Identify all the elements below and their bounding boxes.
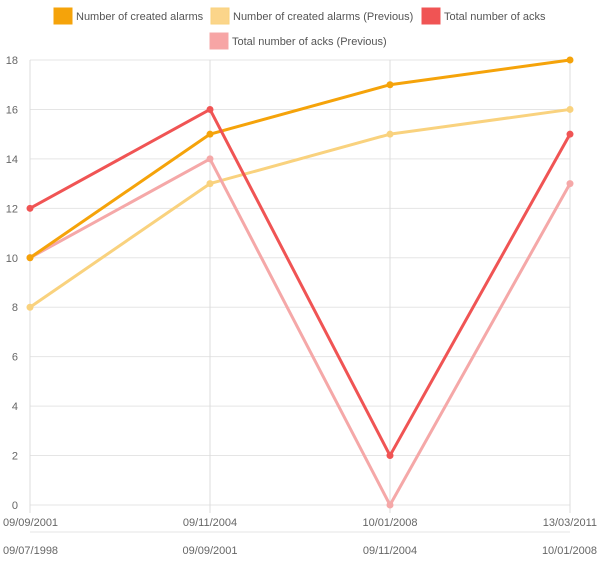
y-tick-label: 12 (6, 203, 18, 215)
legend-swatch[interactable] (209, 32, 229, 50)
x-tick-label-secondary: 09/09/2001 (182, 545, 237, 557)
series-line (29, 107, 571, 309)
legend-swatch[interactable] (210, 7, 230, 25)
data-point (26, 303, 34, 311)
y-tick-label: 18 (6, 55, 18, 67)
y-tick-label: 2 (12, 451, 18, 463)
data-point (386, 452, 394, 460)
data-point (26, 254, 34, 262)
legend-swatch[interactable] (53, 7, 73, 25)
series-line (29, 157, 572, 507)
y-tick-label: 16 (6, 104, 18, 116)
legend-label[interactable]: Number of created alarms (76, 11, 204, 23)
y-tick-label: 4 (12, 401, 18, 413)
data-point (26, 204, 34, 212)
legend-swatch[interactable] (421, 7, 441, 25)
y-tick-label: 14 (6, 154, 18, 166)
series-line (29, 58, 571, 260)
y-tick-label: 6 (12, 352, 18, 364)
data-point (386, 130, 394, 138)
data-point (566, 180, 574, 188)
x-tick-label: 10/01/2008 (362, 517, 417, 529)
y-tick-label: 0 (12, 500, 18, 512)
x-tick-label: 09/09/2001 (3, 517, 58, 529)
x-tick-label-secondary: 09/11/2004 (363, 545, 417, 557)
data-point (566, 56, 574, 64)
data-point (566, 130, 574, 138)
data-point (206, 105, 214, 113)
data-point (206, 130, 214, 138)
data-point (386, 501, 394, 509)
data-point (206, 180, 214, 188)
data-point (206, 155, 214, 163)
data-point (566, 105, 574, 113)
x-tick-label: 13/03/2011 (543, 517, 597, 529)
y-tick-label: 8 (12, 302, 18, 314)
y-tick-label: 10 (6, 253, 18, 265)
x-tick-label: 09/11/2004 (183, 517, 237, 529)
legend-label[interactable]: Total number of acks (444, 11, 546, 23)
series-line (29, 107, 572, 458)
x-tick-label-secondary: 10/01/2008 (542, 545, 597, 557)
legend-label[interactable]: Number of created alarms (Previous) (233, 11, 413, 23)
x-tick-label-secondary: 09/07/1998 (3, 545, 58, 557)
data-point (386, 81, 394, 89)
legend-label[interactable]: Total number of acks (Previous) (232, 36, 387, 48)
